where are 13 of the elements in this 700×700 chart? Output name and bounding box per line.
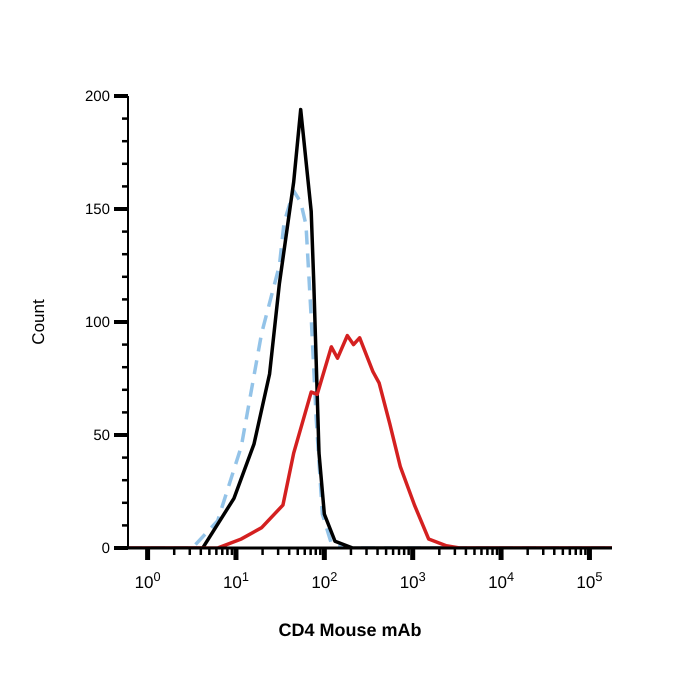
y-tick-label: 100	[84, 314, 110, 331]
y-axis-title: Count	[29, 299, 48, 345]
y-tick-label: 150	[84, 201, 110, 218]
x-tick-label: 10$^{0}$	[134, 568, 161, 592]
x-tick-label: 10$^{4}$	[488, 568, 514, 592]
x-tick-label: 10$^{2}$	[311, 568, 338, 592]
y-tick-label: 0	[102, 540, 110, 557]
x-axis-title: CD4 Mouse mAb	[277, 620, 422, 641]
y-tick-label: 50	[93, 427, 110, 444]
x-tick-label: 10$^{3}$	[400, 568, 426, 592]
y-tick-label: 200	[84, 88, 110, 105]
x-tick-label: 10$^{5}$	[576, 568, 602, 592]
x-tick-label: 10$^{1}$	[222, 568, 249, 592]
